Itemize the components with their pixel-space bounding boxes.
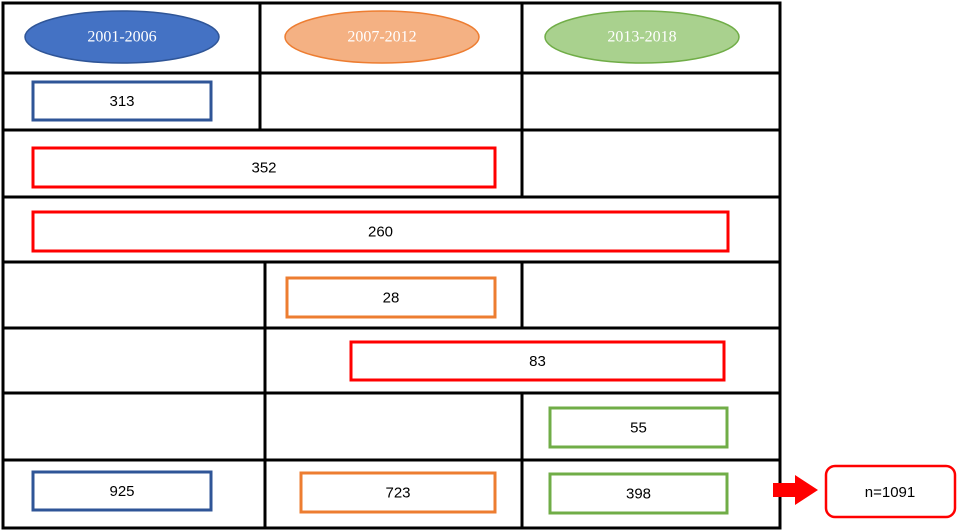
table-grid [1, 1, 782, 530]
count-box [31, 146, 497, 189]
period-ellipse [24, 10, 220, 64]
count-box [548, 406, 729, 449]
count-box [31, 210, 730, 253]
total-count-box [31, 470, 213, 512]
count-box-label: 83 [529, 353, 546, 370]
count-box-label: 55 [630, 419, 647, 436]
count-box [285, 276, 497, 319]
count-box [31, 80, 213, 122]
total-box [824, 464, 957, 519]
period-label: 2001-2006 [87, 29, 156, 46]
count-box-label: 352 [251, 159, 276, 176]
period-ellipse [284, 10, 480, 64]
period-ellipse [544, 10, 740, 64]
total-count-box-label: 925 [109, 483, 134, 500]
total-count-box-label: 723 [385, 484, 410, 501]
total-count-box [548, 472, 729, 515]
count-box-label: 260 [368, 223, 393, 240]
arrow [773, 475, 818, 505]
total-count-box [299, 471, 497, 514]
count-box-label: 28 [383, 289, 400, 306]
period-label: 2013-2018 [607, 29, 676, 46]
count-box [349, 340, 726, 382]
period-label: 2007-2012 [347, 29, 416, 46]
total-label: n=1091 [865, 484, 915, 501]
count-box-label: 313 [109, 93, 134, 110]
total-count-box-label: 398 [626, 485, 651, 502]
